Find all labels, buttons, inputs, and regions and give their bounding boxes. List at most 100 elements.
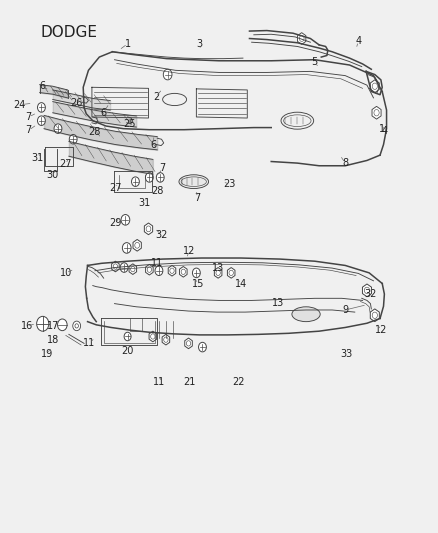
Text: 28: 28 bbox=[151, 185, 163, 196]
Polygon shape bbox=[133, 239, 141, 251]
Circle shape bbox=[374, 110, 379, 116]
Text: 25: 25 bbox=[124, 119, 136, 130]
Circle shape bbox=[54, 124, 62, 133]
Circle shape bbox=[198, 342, 206, 352]
Text: 6: 6 bbox=[101, 108, 107, 118]
Polygon shape bbox=[129, 264, 137, 274]
Text: 28: 28 bbox=[88, 127, 100, 138]
Ellipse shape bbox=[292, 307, 320, 321]
Text: 5: 5 bbox=[311, 58, 318, 67]
Circle shape bbox=[146, 226, 151, 232]
Text: 12: 12 bbox=[375, 325, 387, 335]
Polygon shape bbox=[363, 284, 371, 297]
Text: 8: 8 bbox=[342, 158, 348, 168]
Polygon shape bbox=[168, 265, 176, 276]
Polygon shape bbox=[149, 331, 157, 342]
Text: 30: 30 bbox=[46, 171, 59, 180]
Circle shape bbox=[186, 341, 191, 346]
Circle shape bbox=[216, 270, 220, 276]
Polygon shape bbox=[370, 309, 379, 321]
Text: 31: 31 bbox=[32, 153, 44, 163]
Circle shape bbox=[57, 319, 67, 330]
Circle shape bbox=[135, 243, 140, 248]
Text: 24: 24 bbox=[14, 100, 26, 110]
Polygon shape bbox=[112, 261, 119, 272]
Text: 14: 14 bbox=[235, 279, 247, 289]
Text: 1: 1 bbox=[379, 124, 385, 134]
Text: 6: 6 bbox=[40, 81, 46, 91]
Circle shape bbox=[147, 267, 152, 272]
Text: 7: 7 bbox=[26, 125, 32, 135]
Text: 7: 7 bbox=[26, 112, 32, 122]
Circle shape bbox=[372, 83, 378, 90]
Text: 19: 19 bbox=[41, 349, 53, 359]
Circle shape bbox=[121, 215, 130, 225]
Text: 29: 29 bbox=[109, 218, 122, 228]
Circle shape bbox=[156, 173, 164, 182]
Text: 11: 11 bbox=[83, 338, 95, 349]
Polygon shape bbox=[214, 268, 222, 278]
Text: 16: 16 bbox=[21, 321, 33, 331]
Polygon shape bbox=[180, 266, 187, 277]
Polygon shape bbox=[227, 268, 235, 278]
Circle shape bbox=[131, 177, 139, 187]
Circle shape bbox=[37, 317, 49, 331]
Circle shape bbox=[163, 69, 172, 80]
Circle shape bbox=[145, 173, 153, 182]
Text: 3: 3 bbox=[196, 39, 202, 49]
Circle shape bbox=[38, 116, 46, 125]
Text: 12: 12 bbox=[183, 246, 196, 256]
Circle shape bbox=[372, 312, 378, 318]
Circle shape bbox=[170, 268, 174, 273]
Circle shape bbox=[131, 266, 135, 272]
Circle shape bbox=[229, 270, 233, 276]
Text: 26: 26 bbox=[71, 98, 83, 108]
Circle shape bbox=[299, 36, 304, 42]
Text: 11: 11 bbox=[153, 377, 165, 387]
Text: 13: 13 bbox=[272, 297, 284, 308]
Circle shape bbox=[181, 269, 185, 274]
Polygon shape bbox=[372, 107, 381, 119]
Text: 33: 33 bbox=[340, 349, 353, 359]
Circle shape bbox=[124, 332, 131, 341]
Polygon shape bbox=[162, 334, 170, 345]
Ellipse shape bbox=[179, 175, 208, 189]
Circle shape bbox=[192, 268, 200, 278]
Text: 4: 4 bbox=[381, 126, 388, 136]
Text: 10: 10 bbox=[60, 268, 72, 278]
Text: 18: 18 bbox=[46, 335, 59, 345]
Text: 11: 11 bbox=[151, 258, 163, 268]
Text: 23: 23 bbox=[224, 179, 236, 189]
Text: 9: 9 bbox=[342, 305, 348, 315]
Circle shape bbox=[364, 287, 370, 294]
Text: 21: 21 bbox=[183, 377, 196, 387]
Text: 15: 15 bbox=[192, 279, 204, 289]
Text: 1: 1 bbox=[124, 39, 131, 49]
Polygon shape bbox=[145, 264, 153, 275]
Circle shape bbox=[38, 103, 46, 112]
Text: 27: 27 bbox=[109, 183, 122, 193]
Text: DODGE: DODGE bbox=[41, 25, 98, 41]
Circle shape bbox=[113, 264, 117, 269]
Text: 20: 20 bbox=[121, 346, 134, 357]
Polygon shape bbox=[297, 33, 306, 44]
Circle shape bbox=[75, 324, 78, 328]
Text: 32: 32 bbox=[155, 230, 168, 240]
Text: 13: 13 bbox=[212, 263, 224, 273]
Text: 6: 6 bbox=[151, 140, 157, 150]
Text: 17: 17 bbox=[46, 321, 59, 331]
Circle shape bbox=[120, 263, 128, 272]
Polygon shape bbox=[370, 80, 379, 93]
Circle shape bbox=[155, 266, 163, 276]
Polygon shape bbox=[185, 338, 192, 349]
Circle shape bbox=[69, 134, 77, 144]
Circle shape bbox=[151, 334, 155, 339]
Circle shape bbox=[73, 321, 81, 330]
Polygon shape bbox=[145, 223, 152, 235]
Text: 27: 27 bbox=[60, 159, 72, 169]
Text: 2: 2 bbox=[153, 92, 159, 102]
Text: 32: 32 bbox=[364, 289, 377, 299]
Circle shape bbox=[164, 337, 168, 342]
Text: 7: 7 bbox=[194, 192, 200, 203]
Circle shape bbox=[122, 243, 131, 253]
